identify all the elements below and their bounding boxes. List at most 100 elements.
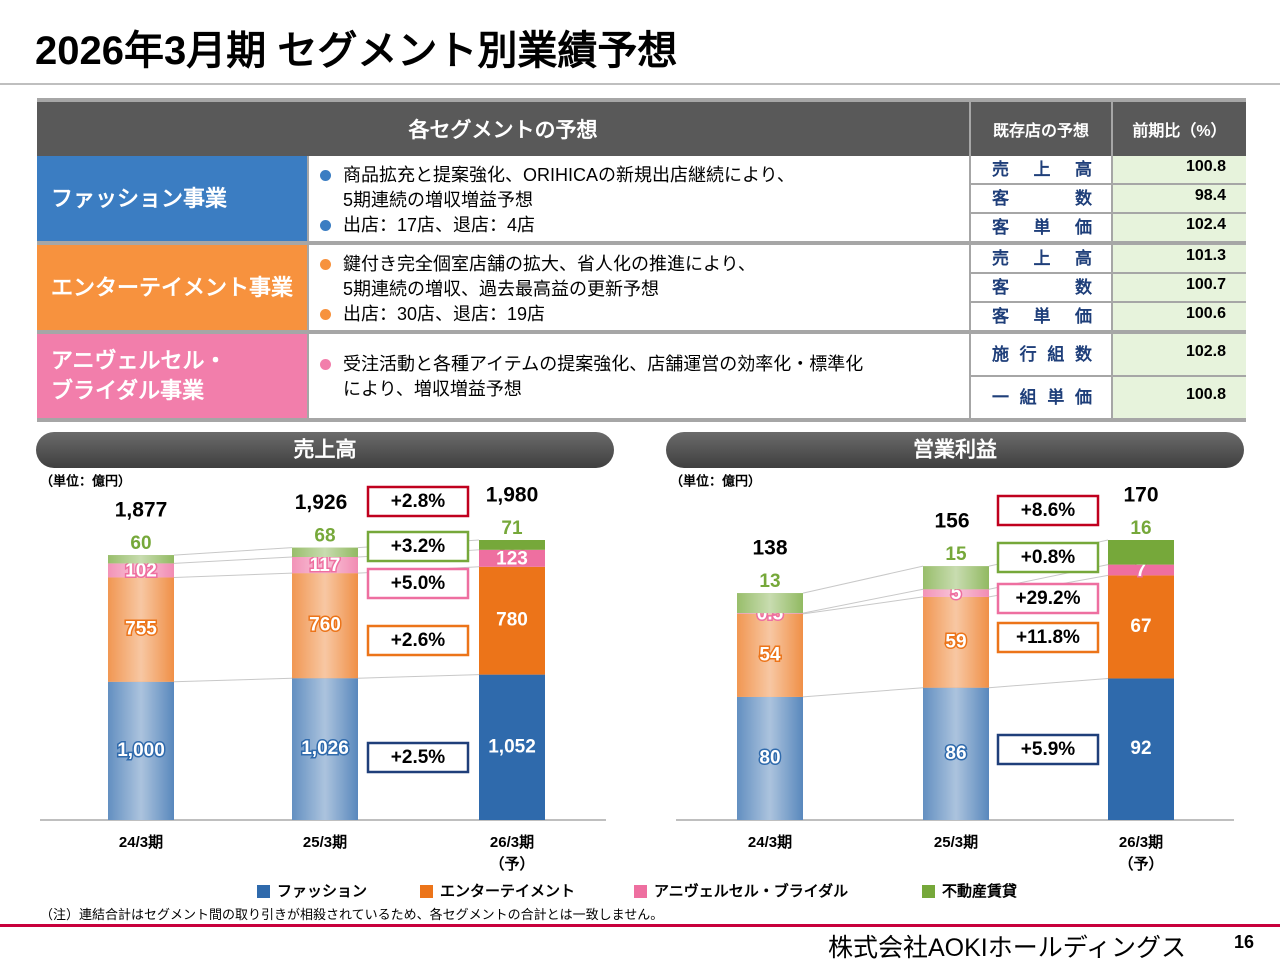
slide-title: 2026年3月期 セグメント別業績予想 <box>35 29 678 73</box>
segment-label: 1,000 <box>117 740 165 761</box>
chart-title: 営業利益 <box>913 438 997 462</box>
segment-label: 755 <box>125 619 157 640</box>
page-number: 16 <box>1234 932 1255 952</box>
bullet-cell <box>309 156 969 241</box>
segment-label: 59 <box>945 631 966 652</box>
metric-label: 客単価 <box>992 307 1092 326</box>
bar-segment <box>1108 678 1174 820</box>
bar-segment <box>479 674 545 820</box>
metric-value: 100.7 <box>1113 274 1246 301</box>
metric-cell <box>971 214 1111 241</box>
metric-cell <box>971 377 1111 418</box>
bar-highlight <box>108 577 174 682</box>
connector <box>802 565 924 594</box>
connector <box>173 572 293 578</box>
bar-highlight <box>923 596 989 688</box>
metric-label: 客数 <box>992 278 1092 297</box>
bullet-cell <box>309 334 969 418</box>
bullet-cell <box>309 245 969 330</box>
footnote: （注）連結合計はセグメント間の取り引きが相殺されているため、各セグメントの合計と… <box>40 907 664 922</box>
connector <box>173 547 293 556</box>
segment-name: ファッション事業 <box>51 185 228 211</box>
segment-label: 1,026 <box>301 738 349 759</box>
metric-cell <box>971 334 1111 375</box>
metric-label: 一組単価 <box>992 388 1092 407</box>
bullet-dot <box>320 259 331 270</box>
change-box <box>366 530 470 563</box>
bar-segment <box>1108 540 1174 565</box>
segment-label: 13 <box>759 571 780 592</box>
segment-label: 68 <box>314 526 335 547</box>
connector <box>173 677 293 683</box>
change-label: +5.9% <box>1021 739 1076 760</box>
bar-highlight <box>292 556 358 574</box>
section-header <box>666 432 1244 468</box>
unit-label: （単位：億円） <box>40 473 131 488</box>
category-label: 26/3期 <box>1119 833 1163 851</box>
bullet-text: 出店：30店、退店：19店 <box>343 304 546 324</box>
section-header <box>36 432 614 468</box>
segment-label: 102 <box>125 560 157 581</box>
metric-value: 101.3 <box>1113 245 1246 272</box>
bullet-text: により、増収増益予想 <box>343 379 522 399</box>
metric-value: 100.8 <box>1113 156 1246 183</box>
metric-cell <box>971 156 1111 183</box>
forecast-label: （予） <box>1118 855 1163 873</box>
total-label: 1,980 <box>486 484 539 507</box>
change-box <box>996 541 1100 574</box>
bar-highlight <box>292 573 358 679</box>
change-label: +8.6% <box>1021 500 1076 521</box>
total-label: 170 <box>1123 484 1158 507</box>
header-cell: 既存店の予想 <box>971 102 1111 156</box>
segment-table: 各セグメントの予想 既存店の予想 前期比（%） ファッション事業 商品拡充と提案強化、O… <box>37 98 1246 422</box>
forecast-label: （予） <box>489 855 534 873</box>
bar-highlight <box>737 613 803 697</box>
metric-label: 施行組数 <box>992 345 1092 364</box>
change-label: +5.0% <box>391 573 446 594</box>
change-label: +29.2% <box>1016 588 1081 609</box>
segment-name: エンターテイメント事業 <box>51 274 294 300</box>
segment-cell <box>37 245 307 330</box>
header-cell: 各セグメントの予想 <box>37 102 969 156</box>
title-rule <box>0 83 1280 85</box>
segment-cell <box>37 334 307 418</box>
connector <box>802 596 924 615</box>
segment-label: 54 <box>759 644 781 665</box>
bar-segment <box>479 549 545 567</box>
segment-cell <box>37 156 307 241</box>
metric-label: 売上高 <box>992 249 1092 268</box>
change-label: +2.8% <box>391 491 446 512</box>
segment-label: 86 <box>945 743 966 764</box>
total-label: 138 <box>752 537 787 560</box>
unit-label: （単位：億円） <box>670 473 761 488</box>
segment-label: 15 <box>945 544 967 565</box>
company-name: 株式会社AOKIホールディングス <box>828 934 1186 960</box>
change-label: +3.2% <box>391 536 446 557</box>
bar-highlight <box>292 547 358 557</box>
segment-label: 92 <box>1130 738 1151 759</box>
segment-label: 16 <box>1130 518 1151 539</box>
bullet-dot <box>320 359 331 370</box>
metric-value: 100.8 <box>1113 377 1246 418</box>
bar-highlight <box>737 613 803 614</box>
chart-title: 売上高 <box>294 438 357 462</box>
bullet-text: 鍵付き完全個室店舗の拡大、省人化の推進により、 <box>343 254 756 274</box>
change-box <box>996 621 1100 654</box>
legend-label: ファッション <box>277 883 367 900</box>
legend-swatch <box>634 885 647 898</box>
bar-segment <box>1108 575 1174 679</box>
segment-name: ブライダル事業 <box>51 378 205 403</box>
legend-label: アニヴェルセル・ブライダル <box>654 882 848 900</box>
change-label: +2.6% <box>391 630 446 651</box>
metric-label: 客数 <box>992 189 1092 208</box>
segment-label: 780 <box>496 610 528 631</box>
bar-highlight <box>108 681 174 820</box>
metric-label: 客単価 <box>992 218 1092 237</box>
category-label: 26/3期 <box>490 833 534 851</box>
connector <box>802 588 924 614</box>
segment-label: 1,052 <box>488 736 536 757</box>
category-label: 24/3期 <box>748 833 792 851</box>
category-label: 25/3期 <box>934 833 978 851</box>
